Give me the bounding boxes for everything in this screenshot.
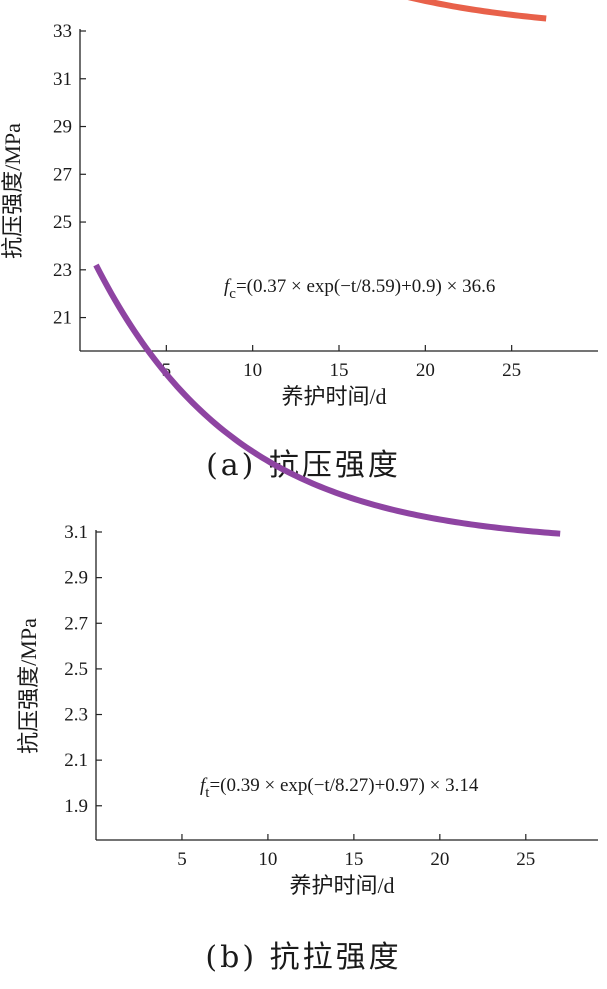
formula-annotation: ft=(0.39 × exp(−t/8.27)+0.97) × 3.14 [200,775,479,801]
formula-subscript: t [205,785,210,801]
caption-tensile: (b) 抗拉强度 [205,940,402,975]
y-tick-label: 33 [53,21,72,42]
y-tick-label: 25 [53,212,72,233]
y-axis-title: 抗压强度/MPa [0,123,25,259]
y-tick-label: 2.5 [64,659,88,680]
x-tick-label: 20 [430,849,449,870]
x-tick-label: 5 [177,849,187,870]
chart-panel-tensile: 1.9 2.1 2.3 2.5 2.7 2.9 3.1 5 10 15 20 25 养护时间/d 抗压强度… [0,263,607,989]
x-axis-title: 养护时间/d [281,384,386,409]
x-tick-label: 15 [344,849,363,870]
fit-curve-line [407,0,547,22]
y-tick-label: 23 [53,260,72,281]
formula-body: =(0.39 × exp(−t/8.27)+0.97) × 3.14 [209,775,478,796]
x-tick-label: 25 [516,849,535,870]
x-tick-label: 15 [330,360,349,381]
x-tick-label: 10 [258,849,277,870]
y-tick-label: 29 [53,117,72,138]
y-tick-label: 2.1 [64,750,88,771]
fit-curve-line [93,263,561,537]
y-tick-label: 27 [53,164,72,185]
tensile-strength-chart: 1.9 2.1 2.3 2.5 2.7 2.9 3.1 5 10 15 20 25 养护时间/d 抗压强度… [16,263,598,898]
formula-subscript: c [229,286,236,302]
y-tick-label: 3.1 [64,522,88,543]
x-axis-title: 养护时间/d [289,873,394,898]
y-tick-label: 31 [53,69,72,90]
y-tick-label: 1.9 [64,796,88,817]
x-tick-label: 20 [416,360,435,381]
chart-panel-compressive: 21 23 25 27 29 31 33 5 10 15 20 25 养护时间/d 抗压强度/MPa fc=… [0,0,607,490]
y-tick-label: 21 [53,308,72,329]
formula-symbol: f [200,775,208,796]
y-axis-title: 抗压强度/MPa [16,618,41,754]
formula-symbol: f [224,276,232,297]
y-tick-label: 2.7 [64,613,88,634]
x-tick-label: 10 [243,360,262,381]
y-tick-label: 2.3 [64,705,88,726]
formula-body: =(0.37 × exp(−t/8.59)+0.9) × 36.6 [236,276,495,297]
formula-annotation: fc=(0.37 × exp(−t/8.59)+0.9) × 36.6 [224,276,495,302]
y-tick-label: 2.9 [64,568,88,589]
x-tick-label: 25 [502,360,521,381]
